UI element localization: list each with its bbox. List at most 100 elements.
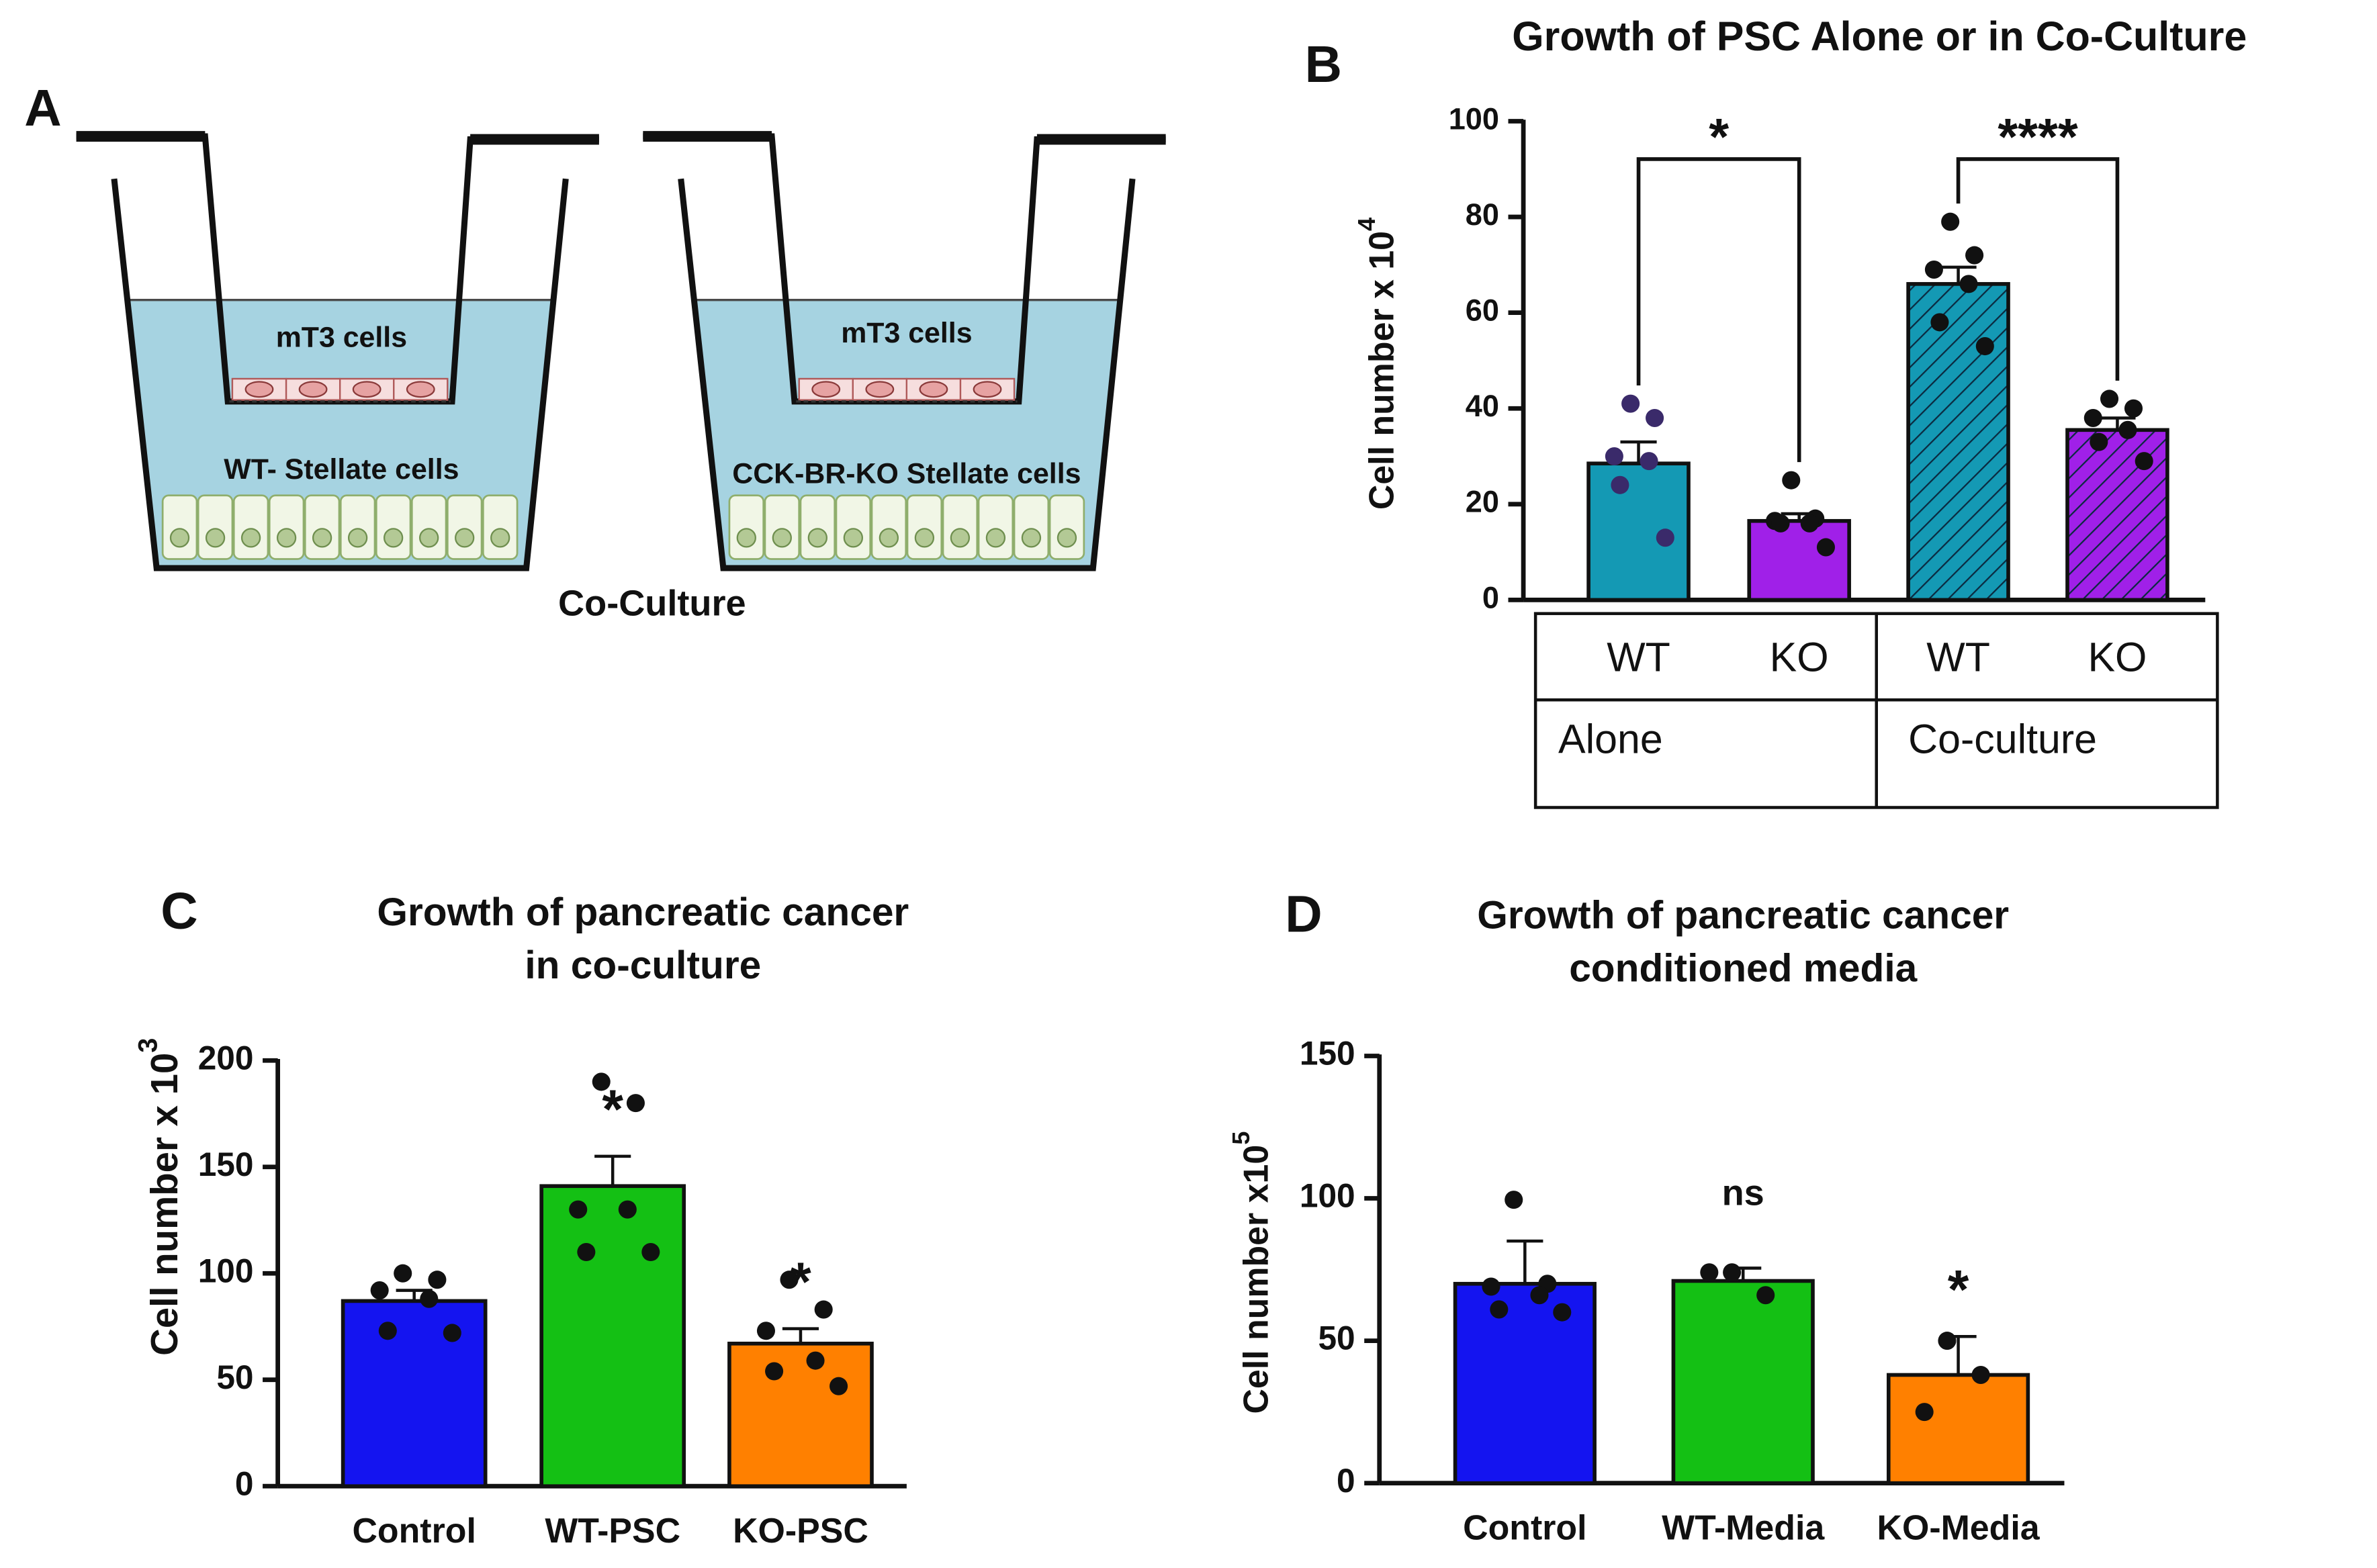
nucleus — [406, 381, 435, 398]
mt3-cells — [796, 377, 1018, 403]
data-point — [1605, 447, 1623, 466]
y-axis-label-text: Cell number x 10 — [143, 1053, 185, 1356]
data-point — [1646, 408, 1664, 428]
data-point — [1490, 1300, 1509, 1319]
nucleus — [205, 528, 226, 548]
cell — [268, 494, 305, 560]
diagram-caption: Co-Culture — [558, 584, 746, 624]
y-tick-label: 40 — [1466, 389, 1499, 423]
nucleus — [276, 528, 297, 548]
nucleus — [879, 528, 899, 548]
nucleus — [352, 381, 382, 398]
well: mT3 cells WT- Stellate cells — [76, 131, 599, 571]
significance: ns — [1722, 1172, 1764, 1213]
nucleus — [843, 528, 864, 548]
chart-title: Growth of pancreatic cancer — [1477, 894, 2009, 937]
y-axis-label: Cell number x105 — [1227, 1132, 1275, 1414]
well-wall — [678, 178, 1136, 571]
data-point — [1975, 337, 1994, 356]
y-tick-label: 80 — [1466, 197, 1499, 232]
data-point — [2118, 420, 2137, 439]
data-point — [378, 1322, 397, 1340]
cell — [232, 494, 269, 560]
well: mT3 cells CCK-BR-KO Stellate cells — [643, 131, 1166, 571]
significance: * — [790, 1252, 811, 1313]
data-point — [1723, 1263, 1742, 1282]
stellate-cells — [161, 494, 519, 560]
y-axis-label-text: Cell number x 10 — [1361, 231, 1400, 510]
bar — [539, 1184, 686, 1488]
group-table — [1533, 612, 2219, 809]
panel-label: A — [24, 80, 61, 137]
nucleus — [244, 381, 274, 398]
nucleus — [973, 381, 1002, 398]
nucleus — [240, 528, 261, 548]
bar — [727, 1341, 874, 1488]
nucleus — [985, 528, 1006, 548]
nucleus — [914, 528, 935, 548]
nucleus — [950, 528, 971, 548]
y-tick-label: 50 — [216, 1358, 253, 1396]
data-point — [814, 1300, 833, 1319]
bar — [1671, 1279, 1815, 1485]
cell — [197, 494, 234, 560]
cell — [977, 494, 1014, 560]
cell — [835, 494, 872, 560]
y-tick-label: 20 — [1466, 485, 1499, 519]
x-tick-label: KO — [2088, 635, 2147, 680]
nucleus — [383, 528, 404, 548]
data-point — [1965, 246, 1984, 265]
data-point — [420, 1289, 439, 1308]
nucleus — [347, 528, 368, 548]
y-tick-label: 50 — [1318, 1320, 1355, 1357]
y-axis-label-sup: 4 — [1353, 218, 1380, 231]
data-point — [394, 1264, 412, 1283]
data-point — [806, 1351, 825, 1370]
data-point — [641, 1242, 660, 1262]
x-tick-label: KO — [1770, 635, 1829, 680]
data-point — [1553, 1303, 1572, 1322]
cell — [482, 494, 519, 560]
nucleus — [312, 528, 332, 548]
cell — [304, 494, 341, 560]
bar — [341, 1299, 488, 1488]
data-point — [428, 1271, 447, 1289]
data-point — [618, 1200, 637, 1219]
y-axis-label-sup: 3 — [134, 1038, 163, 1053]
data-point — [443, 1324, 461, 1342]
panel-a: A mT3 cells WT- Stellate cells mT3 cells… — [24, 80, 1166, 624]
nucleus — [298, 381, 328, 398]
y-axis-label: Cell number x 103 — [134, 1038, 185, 1356]
data-point — [1938, 1332, 1957, 1350]
data-point — [1959, 275, 1978, 293]
data-point — [780, 1271, 799, 1289]
cell — [393, 377, 449, 401]
mt3-cells — [229, 377, 451, 403]
nucleus — [418, 528, 439, 548]
nucleus — [811, 381, 841, 398]
cell — [1048, 494, 1085, 560]
data-point — [1756, 1286, 1775, 1305]
data-point — [577, 1242, 596, 1262]
x-tick-label: KO-Media — [1877, 1508, 2040, 1547]
data-point — [1656, 528, 1674, 547]
nucleus — [919, 381, 948, 398]
data-point — [1941, 212, 1960, 231]
cell — [446, 494, 483, 560]
bar — [2065, 428, 2169, 602]
nucleus — [169, 528, 190, 548]
data-point — [2090, 432, 2108, 451]
cell — [728, 494, 765, 560]
data-point — [569, 1200, 588, 1219]
data-point — [1816, 538, 1835, 557]
y-tick-label: 150 — [1300, 1035, 1355, 1072]
nucleus — [772, 528, 792, 548]
bar — [1453, 1281, 1597, 1485]
x-tick-label: Control — [1463, 1508, 1586, 1547]
cell — [375, 494, 412, 560]
data-point — [592, 1072, 611, 1091]
data-point — [1611, 475, 1629, 494]
cell-label: mT3 cells — [841, 317, 972, 349]
data-point — [1621, 394, 1640, 413]
